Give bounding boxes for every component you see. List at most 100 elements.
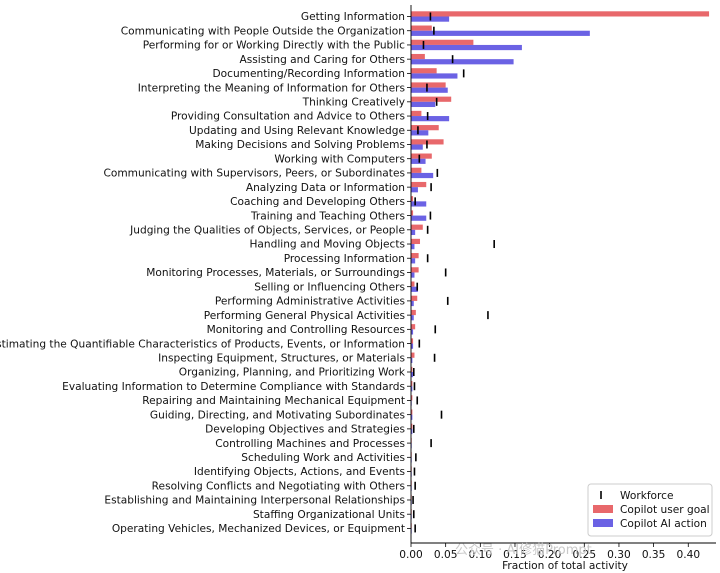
bar-user-goal	[411, 238, 421, 245]
bar-ai-action	[411, 229, 416, 235]
bar-ai-action	[411, 30, 590, 36]
x-tick-label: 0.35	[642, 549, 666, 561]
bar-ai-action	[411, 244, 415, 250]
x-tick-label: 0.40	[676, 549, 700, 561]
legend-workforce-label: Workforce	[620, 490, 674, 502]
axes-layer	[407, 5, 716, 544]
bar-ai-action	[411, 130, 429, 136]
bar-user-goal	[411, 153, 432, 159]
bar-user-goal	[411, 82, 446, 88]
legend-user-goal-swatch	[593, 505, 613, 513]
bar-ai-action	[411, 116, 450, 122]
bar-user-goal	[411, 181, 427, 188]
category-label: Working with Computers	[274, 153, 405, 165]
bar-user-goal	[411, 253, 419, 259]
category-label: Staffing Organizational Units	[253, 509, 405, 521]
bar-ai-action	[411, 187, 418, 193]
bar-ai-action	[411, 158, 426, 164]
legend: Workforce Copilot user goal Copilot AI a…	[587, 483, 713, 537]
bar-ai-action	[411, 343, 414, 349]
bar-ai-action	[411, 315, 414, 321]
bar-ai-action	[411, 272, 415, 278]
bar-user-goal	[411, 381, 413, 387]
bar-user-goal	[411, 96, 452, 102]
category-label: Getting Information	[301, 11, 405, 23]
bar-user-goal	[411, 338, 414, 344]
category-label: Evaluating Information to Determine Comp…	[62, 381, 405, 393]
bar-user-goal	[411, 352, 415, 358]
x-tick-label: 0.00	[399, 549, 423, 561]
category-labels: Getting Information Communicating with Pe…	[0, 11, 406, 535]
x-ticks: 0.00 0.05 0.10 0.15 0.20 0.25 0.30 0.35 0.40	[399, 543, 700, 561]
bar-ai-action	[411, 386, 413, 392]
bar-ai-action	[411, 44, 522, 51]
bar-ai-action	[411, 215, 427, 221]
category-label: Estimating the Quantifiable Characterist…	[0, 338, 405, 350]
bar-ai-action	[411, 300, 414, 307]
bar-user-goal	[411, 125, 439, 131]
category-label: Interpreting the Meaning of Information …	[138, 82, 405, 94]
bar-user-goal	[411, 324, 416, 330]
bar-ai-action	[411, 87, 448, 93]
bar-user-goal	[411, 39, 474, 45]
bar-user-goal	[411, 11, 710, 17]
category-label: Performing General Physical Activities	[204, 310, 405, 322]
category-label: Developing Objectives and Strategies	[205, 424, 405, 436]
bar-ai-action	[411, 414, 413, 420]
category-label: Guiding, Directing, and Motivating Subor…	[150, 409, 405, 421]
bar-user-goal	[411, 395, 413, 401]
bar-user-goal	[411, 309, 416, 316]
bar-user-goal	[411, 25, 432, 31]
category-label: Processing Information	[284, 253, 405, 265]
bar-user-goal	[411, 267, 419, 273]
category-label: Documenting/Recording Information	[212, 68, 405, 80]
x-tick-label: 0.15	[503, 549, 527, 561]
bar-user-goal	[411, 210, 414, 216]
bar-user-goal	[411, 68, 437, 74]
category-label: Assisting and Caring for Others	[240, 54, 405, 66]
x-tick-label: 0.10	[469, 549, 493, 561]
category-label: Monitoring and Controlling Resources	[207, 324, 405, 336]
bar-ai-action	[411, 201, 427, 207]
bar-ai-action	[411, 73, 458, 79]
legend-frame	[587, 483, 713, 537]
bar-ai-action	[411, 59, 514, 65]
bar-ai-action	[411, 372, 414, 378]
bar-ai-action	[411, 258, 416, 264]
bar-ai-action	[411, 357, 413, 363]
bar-user-goal	[411, 167, 422, 173]
bar-user-goal	[411, 110, 422, 117]
category-label: Communicating with Supervisors, Peers, o…	[103, 168, 405, 180]
bar-ai-action	[411, 172, 434, 179]
category-label: Repairing and Maintaining Mechanical Equ…	[142, 395, 405, 407]
category-label: Operating Vehicles, Mechanized Devices, …	[112, 523, 405, 535]
category-label: Updating and Using Relevant Knowledge	[189, 125, 405, 137]
watermark: 公众号 · AI修猫Prompt	[455, 543, 592, 558]
category-label: Performing Administrative Activities	[215, 296, 405, 308]
category-label: Controlling Machines and Processes	[215, 438, 405, 450]
category-label: Resolving Conflicts and Negotiating with…	[152, 480, 405, 492]
category-label: Performing for or Working Directly with …	[143, 40, 405, 52]
category-label: Judging the Qualities of Objects, Servic…	[129, 225, 405, 237]
x-tick-label: 0.25	[572, 549, 596, 561]
category-label: Thinking Creatively	[302, 97, 405, 109]
x-tick-label: 0.20	[538, 549, 562, 561]
category-label: Training and Teaching Others	[250, 210, 405, 222]
legend-user-goal-label: Copilot user goal	[620, 504, 710, 516]
bar-user-goal	[411, 423, 413, 429]
bar-user-goal	[411, 366, 413, 372]
category-label: Establishing and Maintaining Interperson…	[104, 495, 405, 507]
category-label: Coaching and Developing Others	[230, 196, 405, 208]
category-label: Making Decisions and Solving Problems	[195, 139, 405, 151]
legend-ai-action-label: Copilot AI action	[620, 518, 707, 530]
x-tick-label: 0.05	[434, 549, 458, 561]
category-label: Inspecting Equipment, Structures, or Mat…	[158, 352, 405, 364]
bar-ai-action	[411, 144, 423, 150]
category-label: Providing Consultation and Advice to Oth…	[171, 111, 405, 123]
bar-user-goal	[411, 224, 423, 230]
bar-user-goal	[411, 53, 425, 60]
bar-user-goal	[411, 281, 415, 287]
category-label: Scheduling Work and Activities	[241, 452, 405, 464]
x-tick-label: 0.30	[607, 549, 631, 561]
